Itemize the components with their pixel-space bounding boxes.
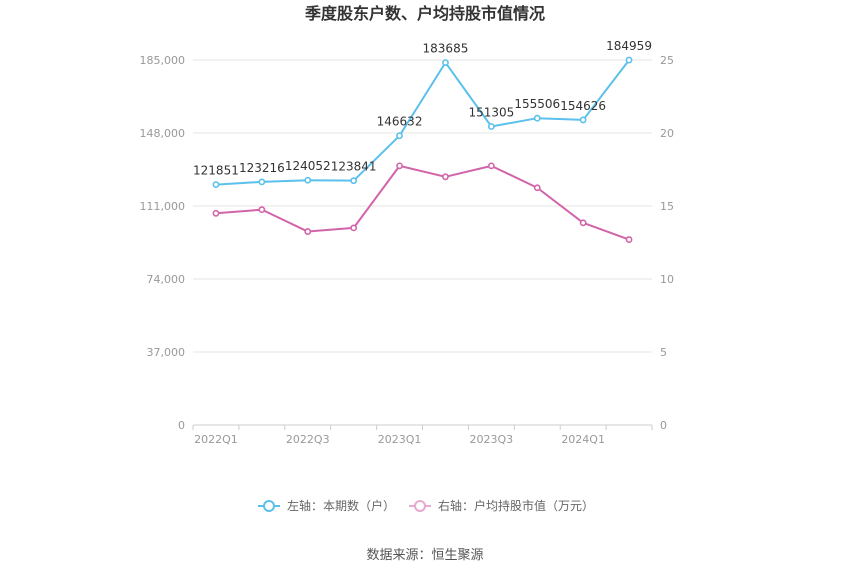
- y-left-tick-label: 148,000: [140, 127, 186, 140]
- data-source: 数据来源：恒生聚源: [366, 548, 483, 563]
- data-label: 183685: [423, 42, 469, 56]
- y-left-tick-label: 0: [178, 419, 185, 432]
- x-tick-label: 2022Q3: [286, 433, 330, 446]
- data-label: 184959: [606, 39, 652, 53]
- legend-label: 右轴：户均持股市值（万元）: [438, 498, 594, 513]
- y-right-tick-label: 5: [660, 346, 667, 359]
- data-point: [304, 176, 312, 184]
- data-point: [442, 173, 449, 181]
- data-point: [487, 162, 495, 170]
- data-point: [442, 59, 449, 66]
- data-point: [625, 236, 633, 243]
- legend-item-1[interactable]: 左轴：本期数（户）: [258, 498, 395, 513]
- y-right-tick-label: 10: [660, 273, 674, 286]
- data-point: [533, 114, 541, 122]
- data-label: 146632: [377, 115, 423, 129]
- y-left-tick-label: 111,000: [140, 200, 186, 213]
- x-tick-label: 2023Q1: [378, 433, 422, 446]
- data-point: [625, 56, 633, 64]
- y-left-tick-label: 37,000: [147, 346, 186, 359]
- grid: [193, 59, 652, 426]
- series-layer: 121851 123216 124052 123841 146632 183685 1513…: [193, 39, 652, 243]
- y-right-tick-label: 25: [660, 54, 674, 67]
- data-label: 151305: [468, 105, 514, 119]
- data-label: 155506: [514, 97, 560, 111]
- data-label: 121851: [193, 164, 239, 178]
- legend-label: 左轴：本期数（户）: [287, 498, 395, 513]
- legend-marker: [263, 500, 275, 512]
- data-point: [212, 181, 220, 188]
- data-point: [579, 219, 587, 227]
- data-point: [304, 228, 312, 235]
- data-label: 154626: [560, 99, 606, 113]
- data-point: [396, 132, 403, 140]
- data-point: [258, 178, 266, 186]
- data-point: [487, 123, 495, 130]
- legend[interactable]: 左轴：本期数（户） 右轴：户均持股市值（万元）: [258, 498, 594, 513]
- data-label: 124052: [285, 159, 331, 173]
- data-point: [212, 209, 220, 217]
- chart-title: 季度股东户数、户均持股市值情况: [304, 4, 545, 23]
- x-tick-label: 2023Q3: [470, 433, 514, 446]
- x-tick-label: 2022Q1: [194, 433, 238, 446]
- data-label: 123216: [239, 161, 285, 175]
- series-line-1: [215, 59, 630, 186]
- series-line-2: [215, 164, 630, 241]
- x-tick-label: 2024Q1: [561, 433, 605, 446]
- y-right-tick-label: 0: [660, 419, 667, 432]
- data-point: [350, 224, 358, 232]
- y-left-tick-label: 74,000: [147, 273, 186, 286]
- data-label: 123841: [331, 160, 377, 174]
- axes: 0 37,000 74,000 111,000 148,000 185,000 0 5 10 15…: [140, 54, 675, 446]
- data-point: [350, 177, 358, 185]
- y-left-tick-label: 185,000: [140, 54, 186, 67]
- y-right-tick-label: 15: [660, 200, 674, 213]
- data-point: [258, 206, 266, 214]
- legend-marker: [414, 500, 426, 512]
- legend-item-2[interactable]: 右轴：户均持股市值（万元）: [409, 498, 594, 513]
- data-point: [579, 116, 587, 124]
- y-right-tick-label: 20: [660, 127, 674, 140]
- data-point: [396, 162, 403, 170]
- data-point: [533, 184, 541, 192]
